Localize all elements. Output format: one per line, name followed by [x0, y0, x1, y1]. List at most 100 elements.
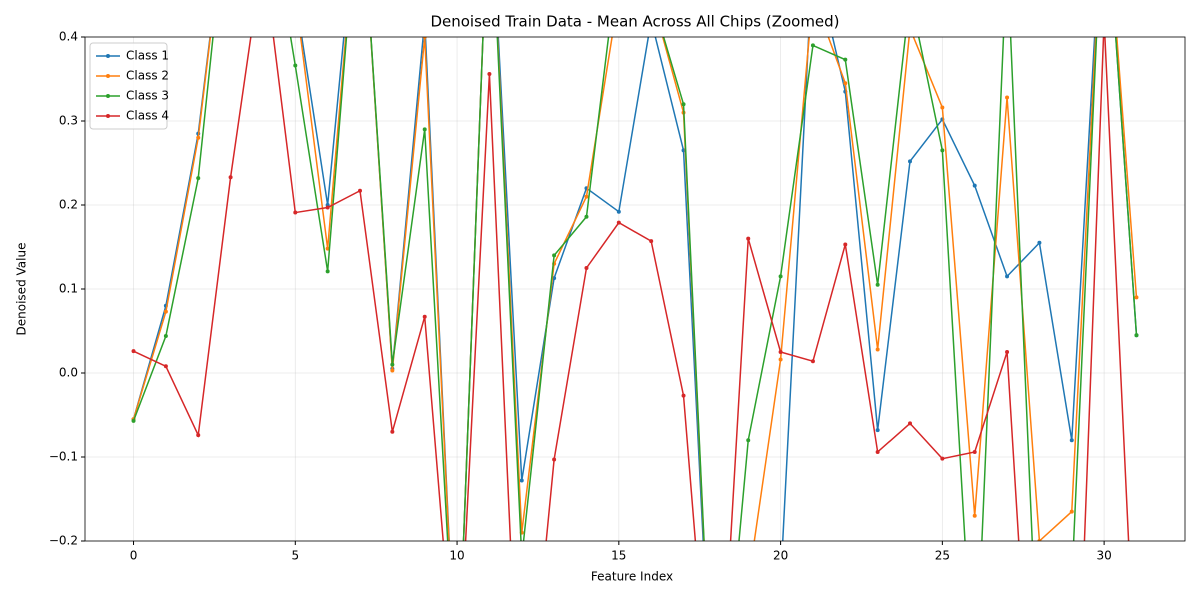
point [779, 581, 783, 585]
point [487, 71, 492, 76]
x-tick-label: 0 [130, 549, 138, 563]
point [972, 449, 977, 454]
x-axis-label: Feature Index [591, 570, 673, 584]
y-axis-label: Denoised Value [15, 243, 29, 336]
point [1005, 95, 1010, 100]
point [520, 556, 524, 560]
point [390, 429, 395, 434]
point [810, 359, 815, 364]
point [358, 188, 362, 193]
point [746, 581, 750, 585]
point [1005, 274, 1010, 279]
series-line [133, 37, 1130, 541]
point [163, 364, 168, 369]
legend-label: Class 1 [126, 49, 169, 63]
point [390, 368, 395, 373]
point [390, 362, 395, 367]
point [325, 269, 330, 274]
point [293, 63, 298, 68]
point [163, 334, 168, 339]
point [746, 236, 751, 241]
point [940, 456, 945, 461]
point [746, 438, 751, 443]
legend-marker [106, 74, 110, 78]
point [649, 239, 654, 244]
point [843, 81, 848, 86]
y-tick-label: −0.2 [49, 534, 78, 548]
point [584, 214, 589, 219]
point [228, 175, 233, 180]
legend-marker [106, 54, 110, 58]
point [584, 266, 589, 270]
legend-label: Class 4 [126, 109, 169, 123]
x-tick-label: 5 [291, 549, 299, 563]
point [681, 393, 686, 398]
x-tick-label: 10 [449, 549, 464, 563]
series-line [132, 37, 1138, 541]
point [131, 349, 136, 354]
point [293, 210, 298, 215]
point [1134, 333, 1139, 338]
point [1037, 539, 1042, 541]
legend-box [89, 42, 168, 130]
legend-marker [106, 94, 110, 98]
point [196, 135, 201, 140]
point [616, 220, 621, 225]
point [616, 209, 621, 214]
point [552, 253, 557, 258]
point [972, 513, 977, 518]
y-tick-label: −0.1 [49, 450, 78, 464]
point [422, 127, 427, 132]
plot-area [131, 18, 1139, 585]
point [908, 27, 912, 31]
legend-label: Class 2 [126, 69, 169, 83]
point [552, 457, 557, 462]
x-tick-label: 25 [935, 549, 950, 563]
point [908, 159, 912, 164]
point [940, 105, 945, 110]
point [325, 205, 330, 210]
point [1134, 295, 1139, 300]
point [843, 57, 848, 62]
point [423, 18, 427, 22]
point [422, 37, 427, 39]
x-tick-label: 20 [773, 549, 788, 563]
point [1005, 350, 1010, 354]
point [1069, 438, 1074, 443]
point [131, 418, 136, 423]
point [843, 242, 848, 247]
point [875, 347, 880, 352]
y-tick-label: 0.3 [59, 114, 78, 128]
point [163, 309, 168, 314]
point [1102, 18, 1106, 22]
point [875, 449, 880, 454]
point [196, 433, 201, 438]
point [778, 357, 783, 362]
y-tick-label: 0.4 [59, 30, 78, 44]
point [196, 176, 201, 181]
x-tick-label: 30 [1096, 549, 1111, 563]
series-line [132, 37, 1138, 541]
x-tick-label: 15 [611, 549, 626, 563]
point [778, 350, 783, 354]
point [810, 43, 815, 48]
point [1070, 581, 1074, 585]
y-tick-label: 0.1 [59, 282, 78, 296]
y-tick-label: 0.2 [59, 198, 78, 212]
point [875, 282, 880, 287]
legend-label: Class 3 [126, 89, 169, 103]
legend-marker [106, 114, 110, 118]
point [875, 428, 880, 433]
point [972, 183, 977, 188]
point [422, 314, 427, 319]
point [778, 274, 783, 279]
point [1069, 509, 1074, 514]
point [681, 102, 686, 107]
y-tick-label: 0.0 [59, 366, 78, 380]
axes-frame [84, 36, 1186, 542]
point [908, 421, 912, 426]
series-line [132, 37, 1138, 541]
point [940, 148, 945, 153]
point [1037, 240, 1042, 245]
